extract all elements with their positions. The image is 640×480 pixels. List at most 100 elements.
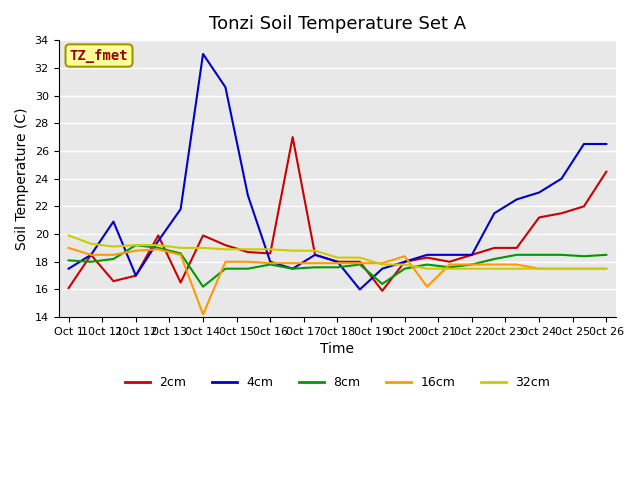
4cm (378, 266, 386, 272)
16cm (513, 262, 520, 267)
Y-axis label: Soil Temperature (C): Soil Temperature (C) (15, 108, 29, 250)
4cm (602, 141, 610, 147)
4cm (109, 219, 117, 225)
4cm (311, 252, 319, 258)
16cm (333, 260, 341, 266)
2cm (244, 249, 252, 255)
16cm (490, 262, 498, 267)
2cm (221, 242, 229, 248)
Legend: 2cm, 4cm, 8cm, 16cm, 32cm: 2cm, 4cm, 8cm, 16cm, 32cm (120, 371, 556, 394)
16cm (557, 266, 565, 272)
32cm (177, 245, 184, 251)
16cm (109, 252, 117, 258)
32cm (557, 266, 565, 272)
8cm (356, 262, 364, 267)
4cm (87, 252, 95, 258)
4cm (557, 176, 565, 181)
16cm (378, 260, 386, 266)
Line: 32cm: 32cm (68, 235, 606, 269)
8cm (535, 252, 543, 258)
Line: 2cm: 2cm (68, 137, 606, 291)
32cm (445, 266, 453, 272)
16cm (356, 260, 364, 266)
4cm (289, 266, 296, 272)
32cm (535, 266, 543, 272)
16cm (65, 245, 72, 251)
16cm (289, 260, 296, 266)
4cm (221, 84, 229, 90)
2cm (490, 245, 498, 251)
4cm (445, 252, 453, 258)
2cm (333, 259, 341, 264)
8cm (199, 284, 207, 289)
2cm (468, 252, 476, 258)
8cm (244, 266, 252, 272)
16cm (580, 266, 588, 272)
16cm (87, 252, 95, 258)
8cm (602, 252, 610, 258)
4cm (423, 252, 431, 258)
16cm (221, 259, 229, 264)
2cm (154, 232, 162, 238)
32cm (109, 244, 117, 250)
X-axis label: Time: Time (321, 342, 355, 357)
Line: 8cm: 8cm (68, 245, 606, 287)
4cm (244, 192, 252, 198)
8cm (221, 266, 229, 272)
2cm (513, 245, 520, 251)
Line: 4cm: 4cm (68, 54, 606, 289)
8cm (266, 262, 274, 267)
16cm (423, 284, 431, 289)
32cm (154, 242, 162, 248)
2cm (132, 273, 140, 278)
32cm (513, 266, 520, 272)
32cm (199, 245, 207, 251)
32cm (356, 255, 364, 261)
8cm (401, 266, 408, 272)
4cm (513, 196, 520, 202)
2cm (65, 285, 72, 291)
2cm (356, 259, 364, 264)
2cm (289, 134, 296, 140)
2cm (378, 288, 386, 294)
16cm (199, 312, 207, 317)
4cm (177, 206, 184, 212)
8cm (378, 281, 386, 287)
32cm (333, 255, 341, 261)
2cm (580, 204, 588, 209)
2cm (602, 169, 610, 175)
16cm (311, 260, 319, 266)
32cm (221, 246, 229, 252)
4cm (490, 210, 498, 216)
4cm (132, 273, 140, 278)
4cm (154, 238, 162, 244)
8cm (109, 256, 117, 262)
8cm (177, 251, 184, 256)
4cm (266, 259, 274, 264)
16cm (468, 262, 476, 267)
4cm (580, 141, 588, 147)
8cm (289, 266, 296, 272)
8cm (423, 262, 431, 267)
2cm (311, 252, 319, 258)
4cm (65, 266, 72, 272)
8cm (468, 262, 476, 267)
2cm (535, 215, 543, 220)
32cm (266, 246, 274, 252)
32cm (401, 262, 408, 267)
32cm (289, 248, 296, 253)
4cm (356, 287, 364, 292)
4cm (535, 190, 543, 195)
32cm (311, 248, 319, 253)
16cm (177, 252, 184, 258)
2cm (423, 255, 431, 261)
8cm (445, 264, 453, 270)
2cm (177, 280, 184, 286)
4cm (401, 259, 408, 264)
32cm (132, 242, 140, 248)
8cm (490, 256, 498, 262)
32cm (244, 246, 252, 252)
8cm (513, 252, 520, 258)
16cm (132, 248, 140, 253)
2cm (401, 259, 408, 264)
